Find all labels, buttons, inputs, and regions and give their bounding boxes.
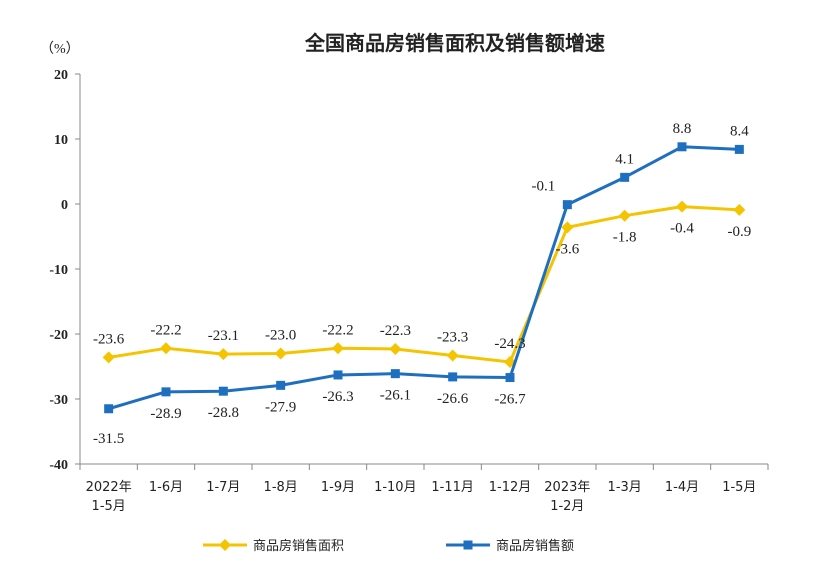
data-point [448, 372, 458, 382]
x-tick-label: 1-3月 [608, 480, 642, 495]
x-tick-label: 1-5月 [92, 499, 126, 514]
data-label: -23.3 [437, 329, 468, 345]
data-point [676, 200, 688, 213]
data-label: -23.1 [208, 328, 239, 344]
data-point [218, 386, 228, 396]
data-point [618, 209, 631, 222]
data-point [620, 172, 630, 182]
data-point [102, 351, 115, 364]
series-line [108, 205, 740, 364]
data-label: -26.3 [322, 389, 353, 405]
data-point [505, 373, 515, 383]
data-point [161, 387, 171, 397]
y-axis-unit: （%） [40, 41, 80, 57]
y-tick-label: 10 [54, 133, 68, 148]
data-label: -28.8 [208, 405, 239, 421]
data-label: -23.0 [265, 328, 296, 344]
legend-marker [463, 540, 473, 550]
x-tick-label: 1-11月 [431, 480, 474, 495]
x-tick-label: 1-6月 [149, 480, 183, 495]
series-layer [102, 142, 746, 414]
data-labels: -23.6 -22.2 -23.1 -23.0 -22.2 -22.3 -23.3 -24.3… [93, 121, 751, 447]
x-tick-label: 1-12月 [489, 480, 532, 495]
axes: 20 10 0 -10 -20 -30 -40 2022年 1-5月 1-6月 1-7月 1-8月 1-… [49, 68, 769, 514]
data-point [217, 348, 230, 361]
data-point [274, 347, 287, 360]
x-tick-label: 1-10月 [374, 480, 417, 495]
data-point [734, 144, 744, 154]
data-label: -23.6 [93, 331, 125, 347]
data-point [160, 342, 172, 355]
data-point [390, 369, 400, 379]
data-label: -26.6 [437, 391, 469, 407]
data-label: -0.9 [727, 224, 751, 240]
x-tick-label: 1-9月 [321, 480, 355, 495]
data-label: -3.6 [555, 241, 579, 257]
series-line [108, 145, 740, 411]
data-point [333, 370, 343, 380]
series-sales-amount [104, 142, 744, 414]
y-tick-label: -30 [49, 393, 68, 408]
data-label: -27.9 [265, 399, 296, 415]
data-point [104, 404, 114, 414]
legend-marker [219, 539, 231, 551]
legend: 商品房销售面积 商品房销售额 [203, 538, 574, 554]
x-tick-label: 2022年 [86, 480, 132, 495]
y-tick-label: -20 [49, 328, 68, 343]
data-label: -0.1 [531, 179, 555, 195]
data-point [446, 349, 459, 362]
x-tick-label: 2023年 [544, 480, 590, 495]
data-label: 8.8 [673, 121, 692, 137]
y-tick-label: -10 [49, 263, 68, 278]
data-label: -22.2 [150, 322, 181, 338]
data-point [733, 203, 746, 216]
data-label: -1.8 [613, 230, 637, 246]
x-tick-label: 1-4月 [665, 480, 699, 495]
chart-title: 全国商品房销售面积及销售额增速 [304, 31, 605, 55]
data-point [389, 342, 402, 355]
x-tick-label: 1-5月 [722, 480, 756, 495]
legend-label: 商品房销售额 [496, 538, 574, 554]
x-tick-label: 1-7月 [206, 480, 240, 495]
data-point [677, 142, 687, 152]
data-label: -28.9 [150, 406, 181, 422]
legend-item: 商品房销售面积 [203, 538, 344, 554]
series-sales-area [102, 200, 746, 368]
x-tick-label: 1-8月 [264, 480, 298, 495]
y-tick-label: 0 [61, 198, 68, 213]
data-point [562, 200, 572, 210]
data-point [561, 221, 574, 234]
data-label: -22.3 [380, 323, 411, 339]
data-label: -26.7 [494, 392, 526, 408]
y-tick-label: 20 [54, 68, 68, 83]
data-label: 4.1 [615, 151, 634, 167]
data-label: -0.4 [670, 221, 694, 237]
data-label: -31.5 [93, 431, 124, 447]
data-point [332, 342, 344, 355]
data-point [276, 380, 286, 390]
y-tick-label: -40 [49, 458, 68, 473]
data-label: -24.3 [494, 336, 525, 352]
data-label: -22.2 [322, 322, 353, 338]
legend-item: 商品房销售额 [446, 538, 574, 554]
data-label: -26.1 [380, 388, 411, 404]
data-label: 8.4 [730, 123, 749, 139]
legend-label: 商品房销售面积 [253, 538, 344, 554]
x-tick-label: 1-2月 [550, 499, 584, 514]
